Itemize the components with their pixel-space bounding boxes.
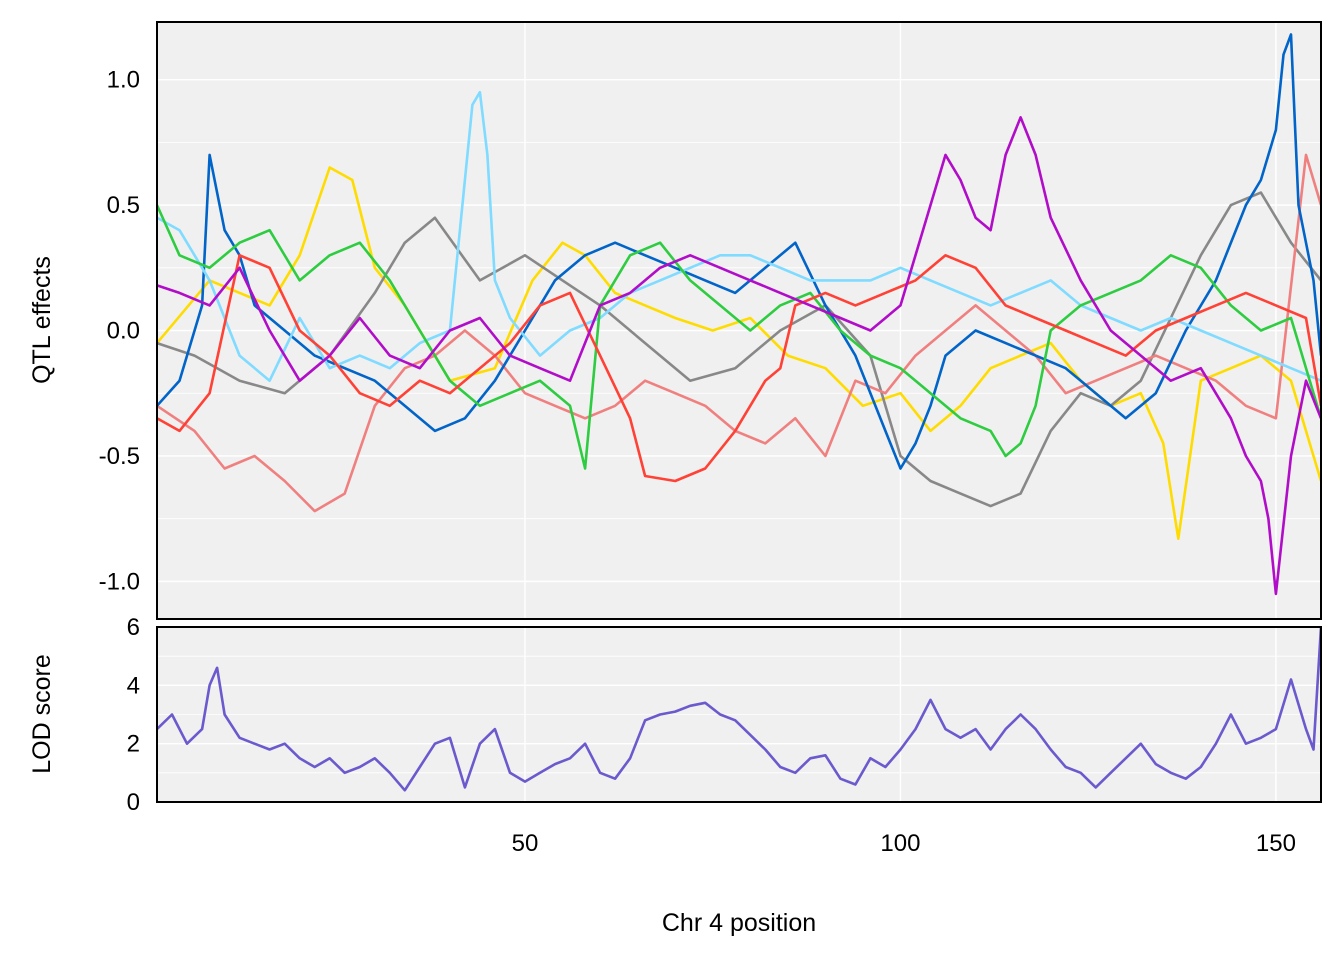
effects-y-ticks: 1.0 0.5 0.0 -0.5 -1.0	[99, 67, 140, 596]
effects-y-axis-label: QTL effects	[28, 256, 56, 384]
effects-series-line-6	[157, 254, 1321, 483]
effects-series-line-0	[157, 166, 1321, 541]
effects-series-line-3	[157, 33, 1321, 470]
effects-series-line-5	[157, 204, 1321, 470]
lod-series-line-0	[157, 627, 1321, 792]
effects-y-tick-label: 0.5	[107, 192, 140, 219]
effects-series-line-7	[157, 116, 1321, 596]
lod-frame	[156, 626, 1322, 803]
lod-y-tick-label: 4	[127, 672, 140, 699]
effects-y-tick-label: 1.0	[107, 67, 140, 94]
effects-y-tick-label: -0.5	[99, 443, 140, 470]
x-tick-label: 100	[880, 830, 920, 857]
lod-y-axis-label: LOD score	[28, 654, 56, 773]
lod-panel: 6 4 2 0 50 100 150 LOD score Chr 4 position	[28, 614, 1322, 937]
effects-series-line-2	[157, 153, 1321, 513]
x-tick-label: 50	[512, 830, 539, 857]
effects-panel: 1.0 0.5 0.0 -0.5 -1.0 QTL effects	[28, 21, 1322, 620]
lod-y-tick-label: 6	[127, 614, 140, 641]
effects-y-tick-label: 0.0	[107, 318, 140, 345]
lod-y-tick-label: 0	[127, 789, 140, 816]
effects-series-line-4	[157, 90, 1321, 383]
x-axis-label: Chr 4 position	[662, 909, 816, 937]
effects-lines	[157, 33, 1321, 596]
x-axis-ticks: 50 100 150	[512, 830, 1296, 857]
effects-grid	[157, 22, 1321, 619]
lod-lines	[157, 627, 1321, 792]
effects-frame	[156, 21, 1322, 620]
lod-y-ticks: 6 4 2 0	[127, 614, 140, 816]
lod-y-tick-label: 2	[127, 731, 140, 758]
x-tick-label: 150	[1256, 830, 1296, 857]
effects-y-tick-label: -1.0	[99, 568, 140, 595]
